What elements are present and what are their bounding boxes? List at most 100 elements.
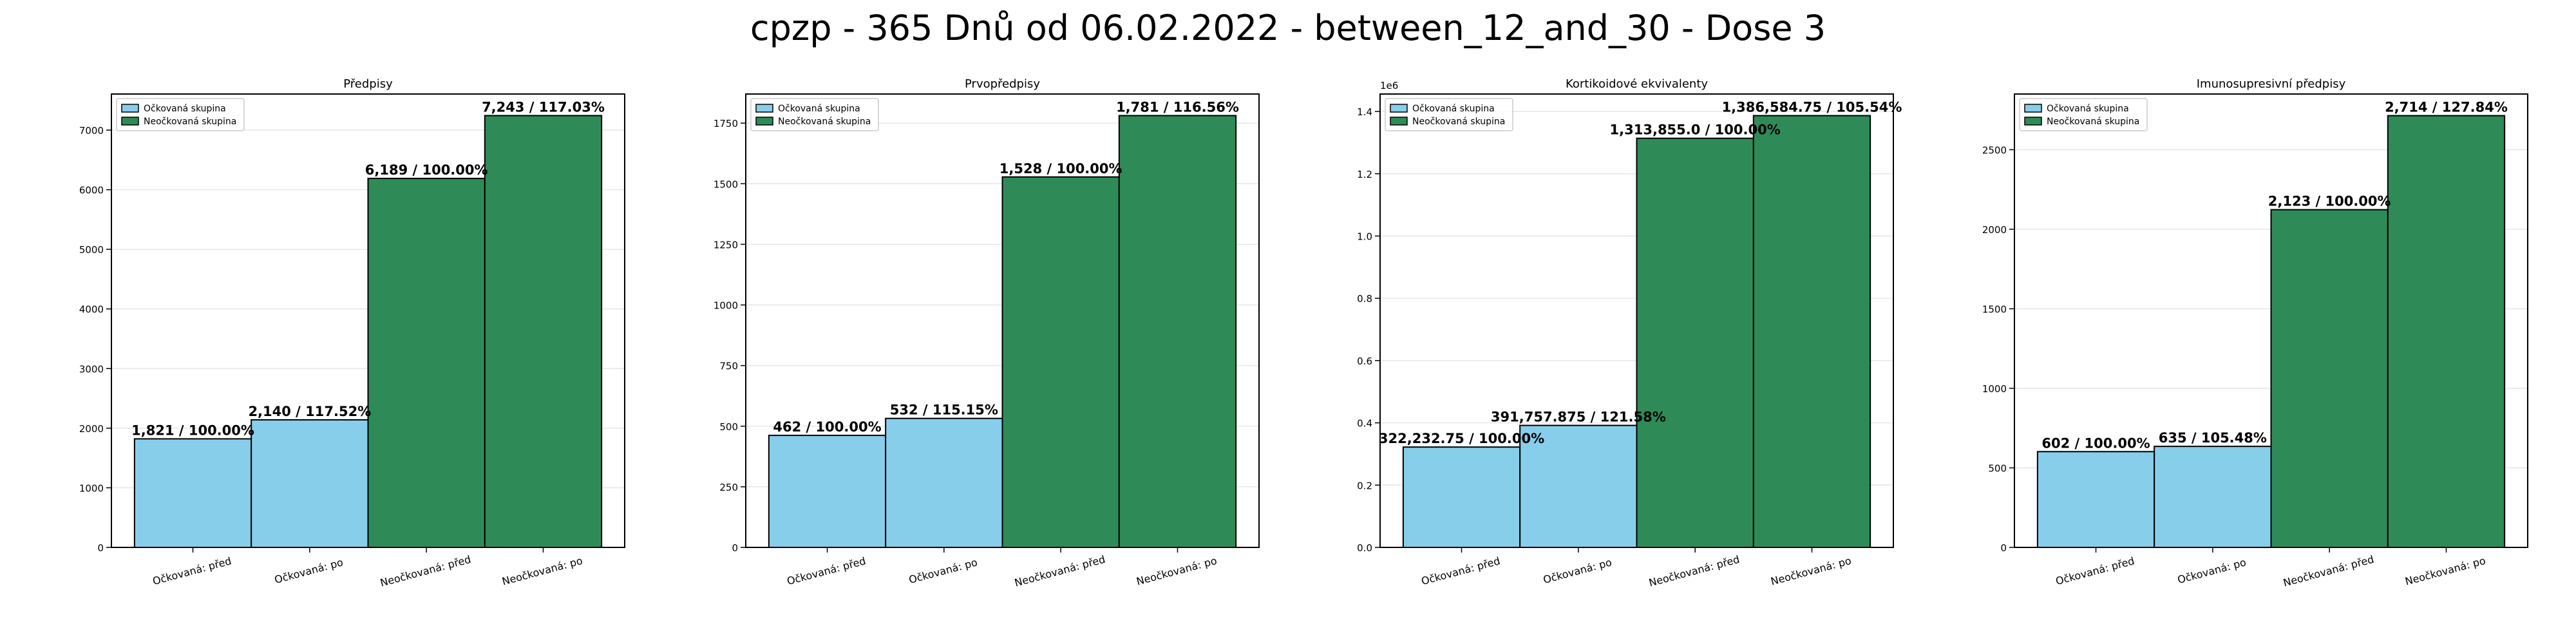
bar-3 [1001, 176, 1120, 548]
x-tick-label: Očkovaná: před [2054, 554, 2136, 587]
y-tick-label: 0 [732, 542, 738, 554]
y-tick-label: 0.8 [1357, 293, 1372, 305]
legend-box [116, 98, 245, 131]
bar-value-label: 462 / 100.00% [773, 419, 881, 435]
bar-4 [2387, 115, 2506, 549]
y-tick-label: 2000 [1982, 224, 2007, 236]
legend: Očkovaná skupina Neočkovaná skupina [2019, 98, 2148, 131]
bar-4 [1752, 115, 1871, 548]
bar-2 [251, 419, 369, 548]
bar-value-label: 2,714 / 127.84% [2385, 100, 2508, 115]
y-tick-label: 0.4 [1357, 418, 1372, 430]
bar-value-label: 2,123 / 100.00% [2268, 194, 2391, 209]
y-tick-label: 0 [97, 542, 104, 554]
bar-value-label: 532 / 115.15% [890, 402, 998, 418]
legend-swatch [2024, 117, 2042, 126]
y-tick-label: 750 [719, 361, 738, 372]
bar-2 [885, 417, 1003, 548]
bar-value-label: 2,140 / 117.52% [248, 404, 371, 419]
chart-title: Imunosupresivní předpisy [2197, 77, 2346, 91]
legend-label: Očkovaná skupina [1412, 104, 1495, 114]
y-tick-label: 1000 [79, 482, 104, 494]
legend-label: Očkovaná skupina [2047, 104, 2129, 114]
bar-4 [1118, 115, 1237, 549]
axes-frame [1379, 93, 1894, 548]
y-tick-label: 1750 [714, 118, 738, 129]
y-tick-label: 2500 [1982, 144, 2007, 156]
y-tick-label: 0 [2000, 542, 2007, 554]
bar-value-label: 322,232.75 / 100.00% [1379, 431, 1544, 446]
legend: Očkovaná skupina Neočkovaná skupina [116, 98, 245, 131]
y-tick-label: 1250 [714, 239, 738, 251]
legend-label: Očkovaná skupina [778, 104, 860, 114]
bar-3 [1636, 137, 1754, 549]
legend-swatch [1390, 104, 1408, 113]
bar-4 [484, 115, 603, 549]
bar-1 [1402, 446, 1521, 548]
chart-panel-1: 1,821 / 100.00% 2,140 / 117.52% 6,189 / 10… [79, 77, 625, 589]
y-tick-label: 1000 [714, 300, 738, 312]
x-tick-label: Neočkovaná: před [379, 553, 472, 589]
bar-3 [2270, 209, 2389, 549]
legend-box [2019, 98, 2148, 131]
y-tick-label: 250 [719, 482, 738, 493]
x-tick-label: Očkovaná: před [151, 554, 233, 587]
x-tick-label: Neočkovaná: po [1770, 554, 1853, 588]
y-tick-label: 1500 [1982, 303, 2007, 315]
legend: Očkovaná skupina Neočkovaná skupina [750, 98, 879, 131]
bar-value-label: 602 / 100.00% [2041, 435, 2150, 451]
y-tick-label: 4000 [79, 304, 104, 316]
bar-value-label: 7,243 / 117.03% [482, 100, 605, 115]
legend-swatch [755, 117, 773, 126]
x-tick-label: Očkovaná: po [2176, 556, 2248, 586]
chart-panel-2: 462 / 100.00% 532 / 115.15% 1,528 / 100.00… [714, 77, 1260, 589]
x-tick-label: Očkovaná: po [273, 556, 345, 586]
bar-value-label: 1,781 / 116.56% [1116, 100, 1239, 115]
x-tick-label: Očkovaná: po [907, 556, 979, 586]
x-tick-label: Očkovaná: před [1420, 554, 1502, 587]
y-tick-label: 1.0 [1357, 231, 1372, 242]
y-tick-label: 5000 [79, 244, 104, 256]
bar-2 [1519, 424, 1638, 548]
x-tick-label: Neočkovaná: před [2282, 553, 2375, 589]
axes-frame [111, 93, 625, 548]
chart-panel-3: 322,232.75 / 100.00% 391,757.875 / 121.58… [1357, 77, 1902, 589]
bar-value-label: 391,757.875 / 121.58% [1491, 410, 1666, 425]
legend-label: Neočkovaná skupina [2047, 117, 2139, 127]
y-tick-label: 500 [719, 421, 738, 433]
bar-1 [768, 435, 887, 549]
y-tick-label: 1500 [714, 178, 738, 190]
y-tick-label: 7000 [79, 125, 104, 137]
y-tick-label: 0.6 [1357, 355, 1372, 367]
bar-value-label: 1,528 / 100.00% [999, 161, 1122, 176]
y-offset-label: 1e6 [1380, 80, 1398, 91]
legend-box [1385, 98, 1513, 131]
chart-panel-4: 602 / 100.00% 635 / 105.48% 2,123 / 100.00… [1982, 77, 2528, 589]
y-tick-label: 500 [1988, 462, 2007, 474]
x-tick-label: Očkovaná: před [786, 554, 867, 587]
x-tick-label: Neočkovaná: po [1135, 554, 1218, 588]
y-tick-label: 1.2 [1357, 169, 1372, 180]
bar-value-label: 1,313,855.0 / 100.00% [1610, 122, 1781, 138]
y-tick-label: 2000 [79, 423, 104, 435]
figure-title: cpzp - 365 Dnů od 06.02.2022 - between_1… [750, 8, 1826, 48]
chart-title: Prvopředpisy [965, 77, 1040, 91]
bar-value-label: 6,189 / 100.00% [365, 162, 488, 178]
legend-swatch [121, 117, 139, 126]
legend-swatch [121, 104, 139, 113]
x-tick-label: Neočkovaná: po [501, 554, 584, 588]
legend-label: Neočkovaná skupina [778, 117, 871, 127]
y-tick-label: 6000 [79, 185, 104, 196]
axes-frame [745, 93, 1260, 548]
y-tick-label: 3000 [79, 363, 104, 375]
bar-value-label: 635 / 105.48% [2159, 430, 2267, 446]
x-tick-label: Neočkovaná: po [2404, 554, 2487, 588]
bar-value-label: 1,821 / 100.00% [131, 422, 254, 438]
axes-frame [2014, 93, 2528, 548]
y-tick-label: 0.2 [1357, 480, 1372, 491]
bar-3 [367, 178, 486, 548]
bar-1 [133, 438, 252, 548]
chart-title: Kortikoidové ekvivalenty [1566, 77, 1708, 91]
x-tick-label: Neočkovaná: před [1647, 553, 1741, 589]
